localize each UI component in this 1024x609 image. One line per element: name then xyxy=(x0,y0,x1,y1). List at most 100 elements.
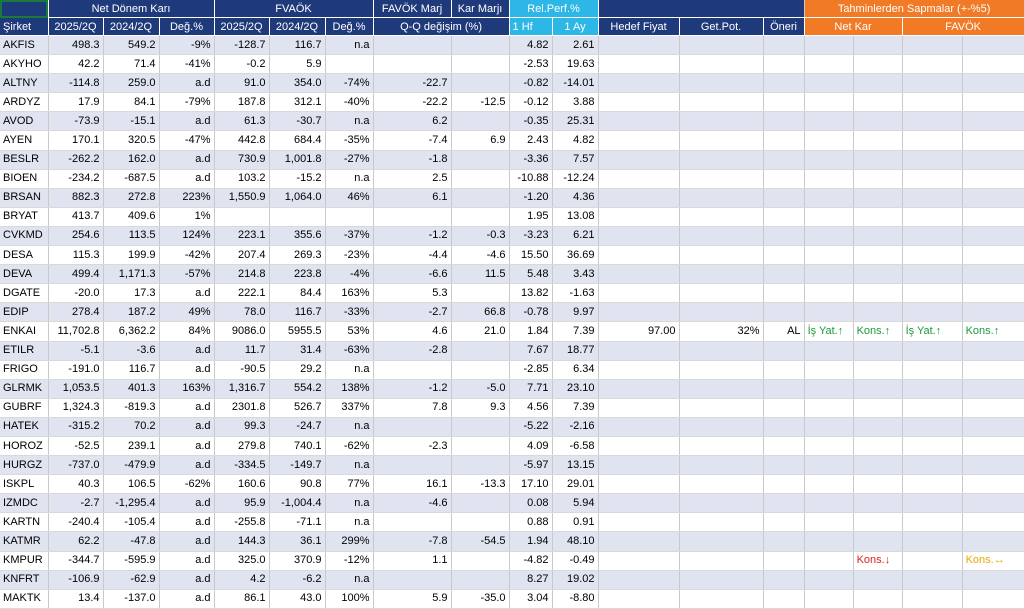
cell-kar-marji[interactable] xyxy=(451,188,510,208)
cell-hedef-fiyat[interactable] xyxy=(598,130,680,151)
cell-favok-2025[interactable]: 325.0 xyxy=(214,551,270,571)
cell-net-deg[interactable]: 223% xyxy=(159,188,215,208)
cell-net-deg[interactable]: -41% xyxy=(159,54,215,75)
cell-favok-deg[interactable]: 138% xyxy=(325,379,374,399)
cell-favok-marj[interactable]: 2.5 xyxy=(373,169,452,189)
cell-rel-1ay[interactable]: 3.43 xyxy=(552,264,599,285)
cell-oneri[interactable] xyxy=(763,35,805,56)
cell-favok-2024[interactable] xyxy=(269,207,326,227)
cell-net-deg[interactable]: a.d xyxy=(159,531,215,552)
cell-dev-net-kar-1[interactable]: İş Yat.↑ xyxy=(804,321,854,342)
cell-hedef-fiyat[interactable] xyxy=(598,341,680,361)
cell-ticker[interactable]: GUBRF xyxy=(0,398,49,418)
cell-kar-marji[interactable]: 6.9 xyxy=(451,130,510,151)
cell-ticker[interactable]: AVOD xyxy=(0,111,49,132)
cell-hedef-fiyat[interactable] xyxy=(598,398,680,418)
cell-rel-1ay[interactable]: 3.88 xyxy=(552,92,599,113)
cell-favok-deg[interactable]: -62% xyxy=(325,436,374,457)
cell-dev-favok-1[interactable] xyxy=(902,551,963,571)
cell-favok-deg[interactable]: n.a xyxy=(325,570,374,590)
cell-dev-net-kar-1[interactable] xyxy=(804,360,854,380)
cell-hedef-fiyat[interactable] xyxy=(598,474,680,495)
cell-dev-favok-1[interactable] xyxy=(902,436,963,457)
cell-favok-marj[interactable] xyxy=(373,512,452,533)
cell-dev-net-kar-1[interactable] xyxy=(804,226,854,247)
cell-dev-net-kar-2[interactable] xyxy=(853,360,903,380)
cell-kar-marji[interactable] xyxy=(451,570,510,590)
cell-ticker[interactable]: IZMDC xyxy=(0,493,49,514)
cell-net-deg[interactable]: -9% xyxy=(159,35,215,56)
cell-hedef-fiyat[interactable] xyxy=(598,570,680,590)
cell-kar-marji[interactable]: -54.5 xyxy=(451,531,510,552)
cell-dev-favok-1[interactable] xyxy=(902,130,963,151)
cell-net-2024[interactable]: 320.5 xyxy=(103,130,160,151)
cell-dev-favok-1[interactable] xyxy=(902,531,963,552)
cell-favok-2025[interactable]: 279.8 xyxy=(214,436,270,457)
cell-rel-1hf[interactable]: -0.35 xyxy=(509,111,553,132)
cell-ticker[interactable]: BESLR xyxy=(0,150,49,170)
cell-net-2024[interactable]: 116.7 xyxy=(103,360,160,380)
cell-rel-1ay[interactable]: -8.80 xyxy=(552,589,599,609)
cell-favok-2024[interactable]: 1,064.0 xyxy=(269,188,326,208)
cell-hedef-fiyat[interactable] xyxy=(598,111,680,132)
cell-favok-2025[interactable]: 11.7 xyxy=(214,341,270,361)
cell-ticker[interactable]: CVKMD xyxy=(0,226,49,247)
cell-favok-marj[interactable] xyxy=(373,455,452,476)
cell-hedef-fiyat[interactable] xyxy=(598,226,680,247)
cell-net-deg[interactable]: a.d xyxy=(159,436,215,457)
cell-dev-net-kar-2[interactable] xyxy=(853,169,903,189)
cell-dev-net-kar-1[interactable] xyxy=(804,150,854,170)
cell-dev-net-kar-1[interactable] xyxy=(804,207,854,227)
cell-dev-net-kar-2[interactable] xyxy=(853,589,903,609)
cell-dev-net-kar-1[interactable] xyxy=(804,551,854,571)
cell-dev-net-kar-2[interactable] xyxy=(853,493,903,514)
cell-oneri[interactable] xyxy=(763,455,805,476)
cell-kar-marji[interactable] xyxy=(451,455,510,476)
cell-ticker[interactable]: HOROZ xyxy=(0,436,49,457)
cell-rel-1ay[interactable]: -1.63 xyxy=(552,283,599,304)
cell-net-2025[interactable]: -2.7 xyxy=(48,493,104,514)
cell-net-2024[interactable]: -137.0 xyxy=(103,589,160,609)
cell-dev-net-kar-1[interactable] xyxy=(804,455,854,476)
cell-favok-2024[interactable]: 1,001.8 xyxy=(269,150,326,170)
cell-rel-1hf[interactable]: 5.48 xyxy=(509,264,553,285)
cell-kar-marji[interactable] xyxy=(451,35,510,56)
cell-net-2025[interactable]: 62.2 xyxy=(48,531,104,552)
cell-dev-favok-1[interactable] xyxy=(902,398,963,418)
cell-favok-2024[interactable]: -30.7 xyxy=(269,111,326,132)
cell-dev-favok-2[interactable] xyxy=(962,150,1024,170)
cell-ticker[interactable]: BRYAT xyxy=(0,207,49,227)
cell-ticker[interactable]: KARTN xyxy=(0,512,49,533)
cell-favok-marj[interactable] xyxy=(373,570,452,590)
cell-favok-2024[interactable]: -1,004.4 xyxy=(269,493,326,514)
cell-get-pot[interactable] xyxy=(679,226,764,247)
cell-get-pot[interactable] xyxy=(679,379,764,399)
cell-net-deg[interactable]: 124% xyxy=(159,226,215,247)
cell-favok-2025[interactable]: 222.1 xyxy=(214,283,270,304)
cell-kar-marji[interactable] xyxy=(451,73,510,94)
cell-dev-net-kar-1[interactable] xyxy=(804,54,854,75)
cell-favok-2025[interactable]: 2301.8 xyxy=(214,398,270,418)
cell-net-2024[interactable]: -479.9 xyxy=(103,455,160,476)
cell-oneri[interactable] xyxy=(763,589,805,609)
cell-net-2025[interactable]: 278.4 xyxy=(48,302,104,323)
cell-rel-1hf[interactable]: 15.50 xyxy=(509,245,553,266)
cell-rel-1hf[interactable]: -0.12 xyxy=(509,92,553,113)
cell-rel-1hf[interactable]: 0.08 xyxy=(509,493,553,514)
cell-favok-2025[interactable]: 187.8 xyxy=(214,92,270,113)
cell-dev-favok-2[interactable] xyxy=(962,417,1024,437)
cell-ticker[interactable]: HATEK xyxy=(0,417,49,437)
cell-favok-2025[interactable]: 730.9 xyxy=(214,150,270,170)
cell-rel-1hf[interactable]: 7.67 xyxy=(509,341,553,361)
cell-favok-deg[interactable]: n.a xyxy=(325,512,374,533)
cell-ticker[interactable]: DGATE xyxy=(0,283,49,304)
cell-kar-marji[interactable]: -13.3 xyxy=(451,474,510,495)
cell-favok-deg[interactable]: -37% xyxy=(325,226,374,247)
cell-hedef-fiyat[interactable] xyxy=(598,360,680,380)
cell-kar-marji[interactable] xyxy=(451,54,510,75)
cell-net-2024[interactable]: 70.2 xyxy=(103,417,160,437)
cell-oneri[interactable] xyxy=(763,245,805,266)
cell-favok-2024[interactable]: 84.4 xyxy=(269,283,326,304)
cell-hedef-fiyat[interactable] xyxy=(598,92,680,113)
cell-favok-2024[interactable]: 370.9 xyxy=(269,551,326,571)
